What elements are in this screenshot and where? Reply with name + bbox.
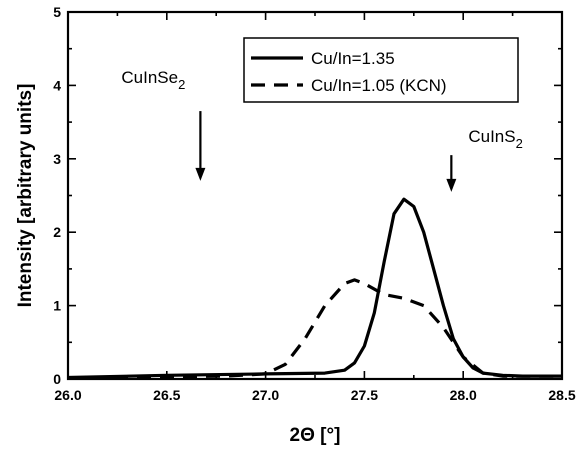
- plot-area: 26.0 26.5 27.0 27.5 28.0 28.5 0 1 2 3 4 5 2Θ [°] Inte…: [15, 4, 576, 446]
- annotation-arrow-head: [195, 167, 206, 181]
- x-tick-label: 26.5: [153, 387, 180, 403]
- annotation-arrow-head: [446, 178, 457, 192]
- series-layer: [67, 197, 562, 380]
- annotation-label-main: CuInS: [468, 127, 515, 146]
- annotation-label: CuInSe2: [121, 68, 185, 92]
- legend-label: Cu/In=1.05 (KCN): [311, 76, 447, 95]
- y-tick-label: 0: [53, 371, 61, 387]
- annotation-label-main: CuInSe: [121, 68, 178, 87]
- annotation-label-subscript: 2: [178, 77, 185, 92]
- x-axis-title: 2Θ [°]: [290, 425, 341, 446]
- series-line-solid: [67, 197, 562, 380]
- y-tick-label: 5: [53, 4, 61, 20]
- x-tick-label: 26.0: [54, 387, 81, 403]
- legend-label: Cu/In=1.35: [311, 49, 395, 68]
- series-line-dashed: [67, 278, 562, 380]
- annotation-label-subscript: 2: [516, 136, 523, 151]
- legend-box: [243, 37, 519, 103]
- y-axis-title: Intensity [arbitrary units]: [15, 84, 36, 308]
- y-tick-label: 2: [53, 224, 61, 240]
- x-tick-label: 28.5: [548, 387, 575, 403]
- y-tick-label: 3: [53, 151, 61, 167]
- y-tick-label: 4: [53, 77, 61, 93]
- x-tick-label: 28.0: [450, 387, 477, 403]
- annotation-label: CuInS2: [468, 127, 522, 151]
- x-tick-label: 27.5: [351, 387, 378, 403]
- y-tick-label: 1: [53, 298, 61, 314]
- x-tick-label: 27.0: [252, 387, 279, 403]
- legend: Cu/In=1.35 Cu/In=1.05 (KCN): [243, 37, 519, 103]
